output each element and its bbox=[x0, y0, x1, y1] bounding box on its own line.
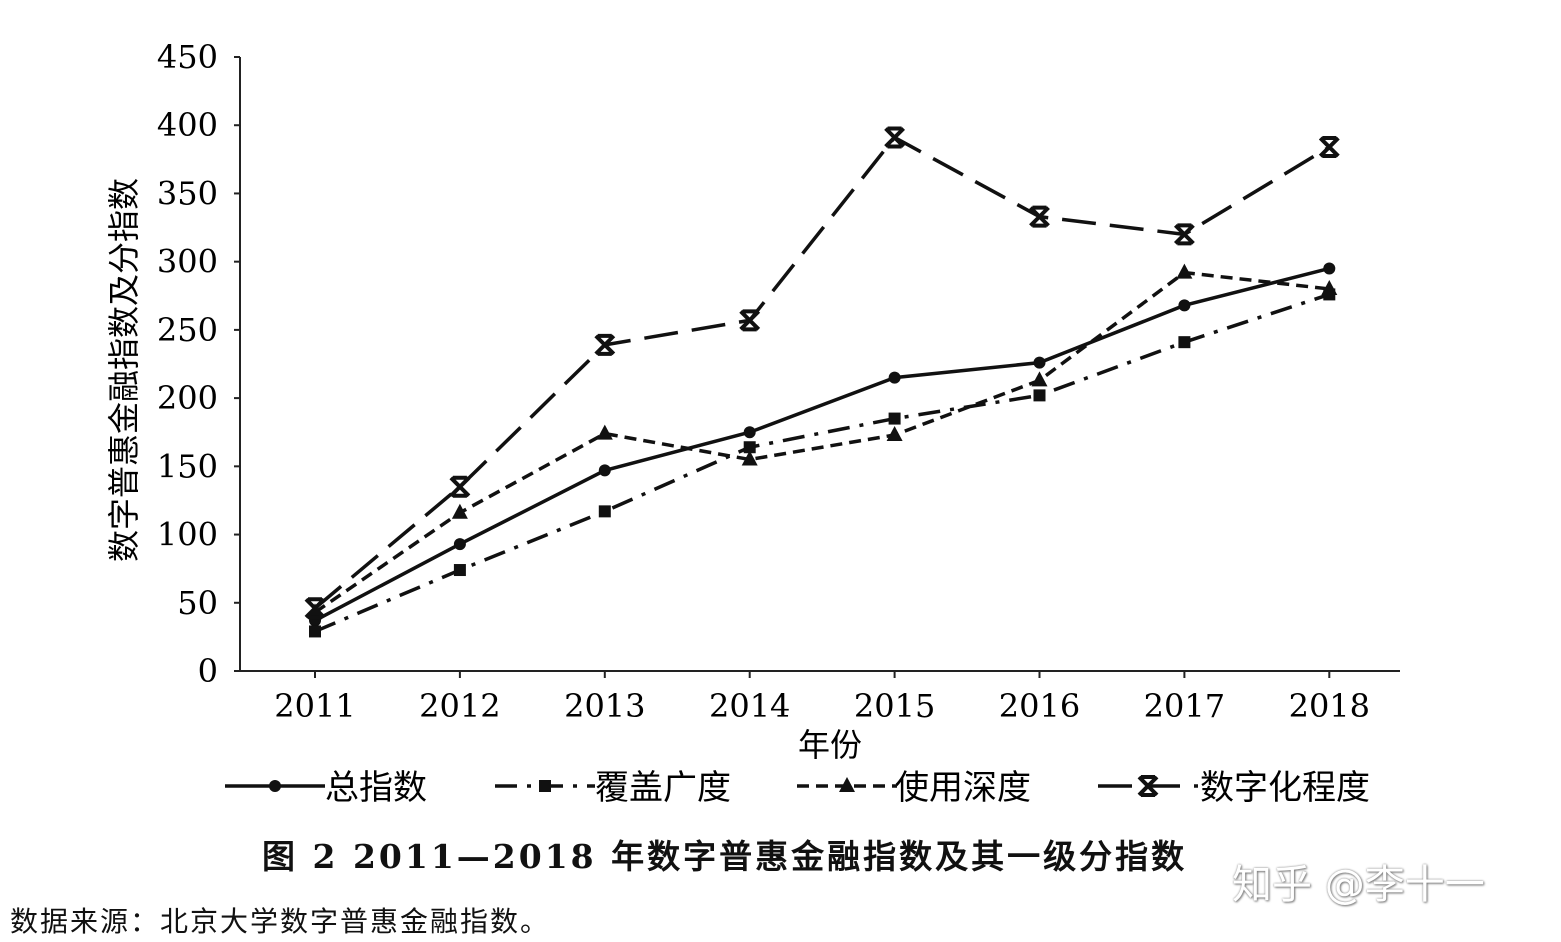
data-point-1-3 bbox=[743, 441, 756, 454]
data-point-1-1 bbox=[453, 564, 466, 577]
data-source-note: 数据来源：北京大学数字普惠金融指数。 bbox=[10, 905, 551, 938]
line-chart: 0 50 100 150 200 250 300 350 400 450 2011 2012 2013 2… bbox=[105, 38, 1400, 808]
data-point-3-0 bbox=[304, 597, 326, 620]
legend-marker-2 bbox=[839, 777, 855, 792]
legend-label-3: 数字化程度 bbox=[1200, 768, 1370, 808]
data-point-1-5 bbox=[1033, 389, 1046, 402]
y-tick-label: 50 bbox=[177, 584, 218, 622]
series-line-2 bbox=[314, 270, 1330, 614]
data-point-3-3 bbox=[739, 309, 761, 332]
y-tick-label: 250 bbox=[157, 311, 218, 349]
data-point-3-1 bbox=[449, 475, 471, 498]
y-tick-label: 200 bbox=[157, 379, 218, 417]
data-point-2-3 bbox=[741, 450, 758, 466]
y-tick-label: 400 bbox=[157, 106, 218, 144]
data-point-3-2 bbox=[594, 333, 616, 356]
legend-label-2: 使用深度 bbox=[895, 768, 1031, 808]
legend-marker-1 bbox=[539, 780, 551, 792]
data-point-3-5 bbox=[1029, 205, 1050, 228]
data-point-1-6 bbox=[1178, 336, 1191, 349]
legend-marker-3 bbox=[1137, 775, 1159, 797]
data-point-3-4 bbox=[884, 126, 906, 149]
y-tick-label: 100 bbox=[157, 516, 218, 554]
data-point-2-4 bbox=[886, 425, 903, 441]
x-tick-label: 2016 bbox=[999, 687, 1080, 725]
data-point-2-1 bbox=[451, 503, 468, 519]
data-point-0-3 bbox=[743, 426, 756, 439]
legend-label-1: 覆盖广度 bbox=[595, 768, 731, 808]
y-tick-label: 0 bbox=[198, 652, 218, 690]
x-tick-label: 2013 bbox=[564, 687, 645, 725]
y-tick-label: 350 bbox=[157, 174, 218, 212]
watermark: 知乎 @李十一 bbox=[1232, 862, 1485, 908]
x-tick-label: 2012 bbox=[419, 687, 500, 725]
data-point-2-7 bbox=[1321, 279, 1338, 295]
y-axis-label: 数字普惠金融指数及分指数 bbox=[105, 178, 143, 562]
legend-label-0: 总指数 bbox=[325, 768, 427, 808]
data-point-1-2 bbox=[598, 505, 611, 518]
x-axis-label: 年份 bbox=[798, 726, 862, 764]
data-point-0-5 bbox=[1033, 356, 1046, 369]
data-point-1-4 bbox=[888, 412, 901, 425]
data-point-0-4 bbox=[888, 371, 901, 384]
data-point-3-7 bbox=[1318, 136, 1340, 159]
data-point-3-6 bbox=[1173, 223, 1195, 246]
x-tick-label: 2011 bbox=[274, 687, 355, 725]
x-tick-label: 2018 bbox=[1289, 687, 1370, 725]
figure-caption: 图 2 2011—2018 年数字普惠金融指数及其一级分指数 bbox=[262, 837, 1188, 876]
y-tick-label: 300 bbox=[157, 243, 218, 281]
data-point-0-7 bbox=[1323, 262, 1336, 275]
data-point-0-6 bbox=[1178, 299, 1191, 312]
data-point-0-2 bbox=[598, 464, 611, 477]
y-tick-label: 450 bbox=[157, 38, 218, 76]
x-tick-label: 2014 bbox=[709, 687, 790, 725]
data-point-2-5 bbox=[1031, 371, 1048, 387]
x-tick-label: 2017 bbox=[1144, 687, 1225, 725]
series-line-3 bbox=[313, 135, 1331, 610]
data-point-2-2 bbox=[596, 424, 613, 440]
series-line-0 bbox=[314, 266, 1330, 623]
data-point-0-1 bbox=[453, 538, 466, 551]
x-tick-label: 2015 bbox=[854, 687, 935, 725]
data-point-2-6 bbox=[1176, 263, 1193, 279]
data-point-1-0 bbox=[309, 625, 321, 638]
legend-marker-0 bbox=[269, 780, 281, 792]
series-line-1 bbox=[314, 292, 1330, 634]
y-tick-label: 150 bbox=[157, 447, 218, 485]
